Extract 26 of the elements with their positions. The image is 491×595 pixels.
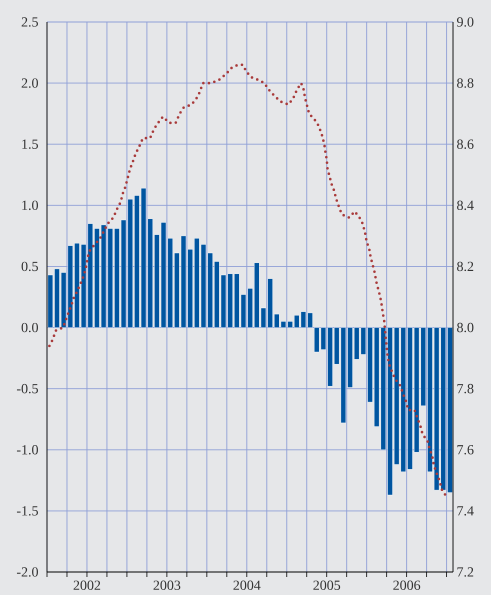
x-tick-label: 2006 [393, 580, 420, 590]
y2-tick-label: 7.2 [457, 567, 474, 577]
y-tick-label: 2.5 [22, 17, 38, 27]
y-tick-label: 0.5 [22, 262, 38, 272]
y2-tick-label: 7.4 [457, 506, 474, 516]
x-tick-label: 2005 [313, 580, 340, 590]
y-tick-label: -1.5 [16, 506, 38, 516]
y-tick-label: -2.0 [16, 567, 38, 577]
y-tick-label: -1.0 [16, 445, 38, 455]
y-tick-label: 1.5 [22, 140, 38, 149]
x-tick-label: 2002 [74, 580, 100, 590]
y2-tick-label: 8.0 [457, 322, 474, 332]
y-tick-label: 1.0 [22, 200, 38, 210]
y2-tick-label: 8.4 [457, 200, 474, 210]
x-tick-label: 2004 [233, 580, 261, 590]
y2-tick-label: 9.0 [456, 17, 474, 27]
y2-tick-label: 8.8 [457, 78, 474, 88]
line-series [48, 63, 448, 497]
x-tick-label: 2003 [154, 580, 180, 590]
y2-tick-label: 7.6 [457, 445, 474, 454]
y-tick-label: 0.0 [22, 322, 38, 332]
y2-tick-label: 7.8 [457, 384, 474, 394]
y-tick-label: 2.0 [22, 78, 38, 88]
y2-tick-label: 8.2 [457, 262, 474, 272]
y2-tick-label: 8.6 [457, 139, 474, 149]
y-tick-label: -0.5 [16, 384, 38, 394]
